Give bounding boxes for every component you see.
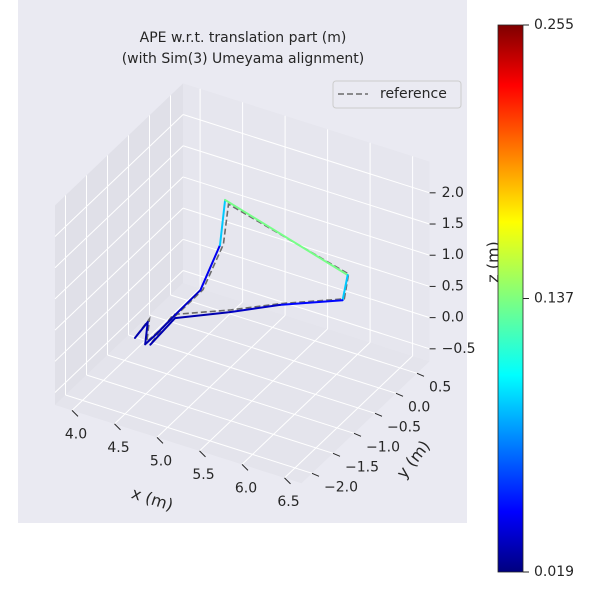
x-tick-label: 4.5 <box>107 440 129 456</box>
grid-line <box>107 354 355 434</box>
grid-line <box>182 145 430 225</box>
grid-line <box>128 334 376 414</box>
trajectory-segment <box>341 273 349 302</box>
z-tick-label: 0.0 <box>442 310 464 326</box>
y-tick-label: −0.5 <box>387 419 421 435</box>
y-tick <box>374 412 383 417</box>
x-tick <box>156 437 164 444</box>
floor-pane <box>55 283 430 484</box>
x-tick <box>284 477 291 485</box>
y-tick-label: 0.5 <box>429 379 451 395</box>
grid-line <box>54 270 184 393</box>
grid-line <box>182 238 430 319</box>
trajectory-segment <box>224 198 349 276</box>
grid-line <box>54 176 184 300</box>
grid-line <box>182 176 430 256</box>
grid-line <box>54 145 184 269</box>
trajectory-segment <box>173 311 232 320</box>
colorbar-tick-label: 0.019 <box>534 564 574 580</box>
grid-line <box>241 342 371 465</box>
grid-line <box>65 394 313 474</box>
y-tick-label: −1.0 <box>366 439 400 455</box>
chart-title: APE w.r.t. translation part (m) <box>140 30 347 46</box>
y-tick-label: 0.0 <box>408 399 430 415</box>
grid-line <box>156 315 286 438</box>
z-tick-label: 1.0 <box>442 247 464 263</box>
back-pane <box>183 83 430 362</box>
trajectory-segment <box>134 321 149 339</box>
grid-line <box>149 314 397 394</box>
colorbar-tick-label: 0.255 <box>534 17 574 33</box>
trajectory-segment <box>199 244 221 292</box>
grid-line <box>182 114 430 194</box>
left-pane <box>55 83 184 405</box>
y-tick <box>353 432 362 437</box>
trajectory-segment <box>154 314 176 337</box>
grid-line <box>54 238 184 362</box>
grid-line <box>170 294 418 374</box>
x-tick-label: 6.5 <box>277 494 299 510</box>
x-tick-label: 6.0 <box>235 480 257 496</box>
x-tick <box>71 410 79 417</box>
z-tick-label: 1.5 <box>442 216 464 232</box>
legend-label: reference <box>380 86 447 102</box>
grid-line <box>54 207 184 331</box>
grid-line <box>284 355 413 479</box>
trajectory-segment <box>279 299 344 306</box>
z-tick-label: 2.0 <box>442 185 464 201</box>
y-tick-label: −1.5 <box>345 459 379 475</box>
trajectory-segment <box>219 198 227 247</box>
trajectory-segment <box>149 317 176 346</box>
z-tick-label: −0.5 <box>442 341 476 357</box>
y-tick <box>311 472 320 477</box>
x-tick <box>199 450 206 458</box>
x-tick <box>241 464 249 471</box>
y-tick <box>416 372 425 377</box>
z-tick-label: 0.5 <box>442 278 464 294</box>
x-tick <box>114 423 121 431</box>
y-tick <box>332 452 341 457</box>
grid-line <box>182 207 430 287</box>
grid-line <box>54 114 184 237</box>
grid-line <box>71 288 201 411</box>
trajectory-segment <box>144 334 157 346</box>
grid-line <box>199 328 328 452</box>
grid-line <box>182 270 430 350</box>
x-tick-label: 4.0 <box>65 426 87 442</box>
x-tick-label: 5.5 <box>192 467 214 483</box>
trajectory-segment <box>144 321 149 346</box>
colorbar-tick-label: 0.137 <box>534 291 574 307</box>
grid-line <box>86 374 334 454</box>
trajectory-segment <box>229 303 281 314</box>
y-tick-label: −2.0 <box>324 479 358 495</box>
legend-box <box>332 80 462 109</box>
x-tick-label: 5.0 <box>150 453 172 469</box>
colorbar <box>497 24 524 573</box>
grid-line <box>114 301 243 425</box>
trajectory-segment <box>173 289 202 317</box>
chart-subtitle: (with Sim(3) Umeyama alignment) <box>122 51 365 67</box>
y-tick <box>395 392 404 397</box>
